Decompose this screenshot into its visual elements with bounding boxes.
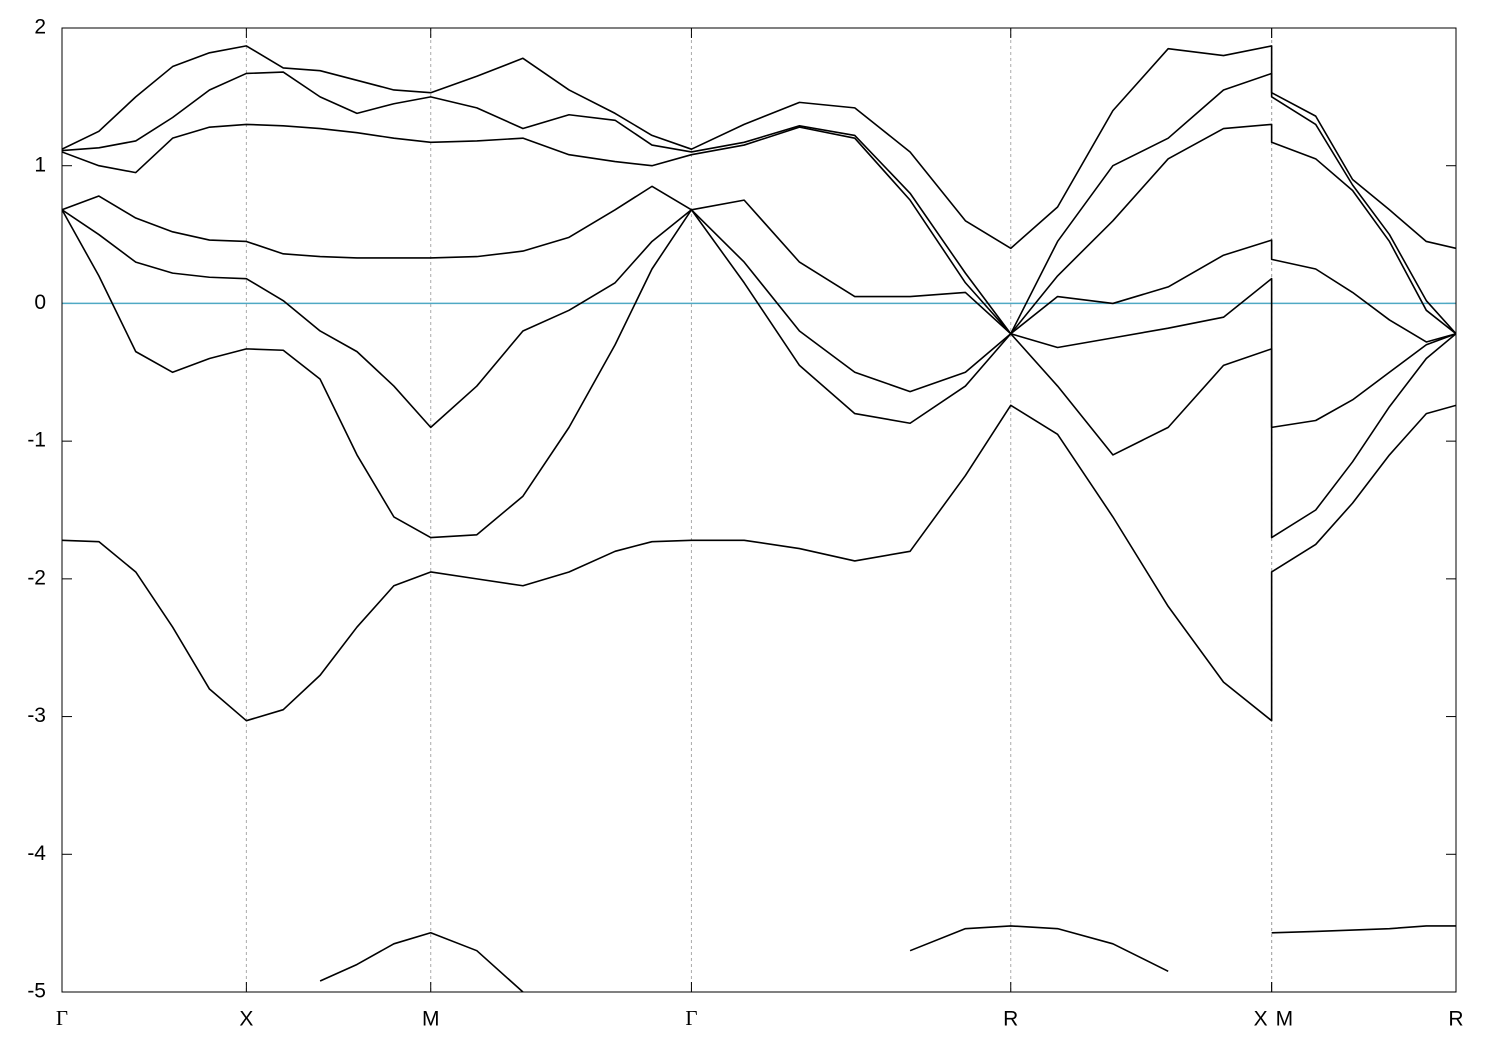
- y-tick-label: -1: [27, 429, 46, 452]
- y-tick-label: 2: [34, 16, 46, 39]
- y-tick-label: -3: [27, 704, 46, 727]
- y-tick-label: -4: [27, 842, 46, 865]
- band-line: [62, 404, 1456, 722]
- band-line: [62, 185, 1456, 343]
- y-tick-label: -2: [27, 566, 46, 589]
- band-line: [62, 45, 1456, 250]
- x-tick-label: Γ: [685, 1006, 697, 1030]
- y-tick-label: -5: [27, 980, 46, 1003]
- x-tick-label: X: [1254, 1008, 1268, 1031]
- x-tick-label: X: [239, 1008, 253, 1031]
- x-tick-label: R: [1448, 1008, 1463, 1031]
- band-line: [62, 208, 1456, 539]
- plot-border: [61, 27, 1457, 993]
- plot-area: [62, 45, 1456, 992]
- band-line: [62, 208, 1456, 429]
- x-tick-label: R: [1003, 1008, 1018, 1031]
- x-tick-label: M: [1276, 1008, 1294, 1031]
- x-tick-label: Γ: [56, 1006, 68, 1030]
- band-line: [319, 925, 1456, 992]
- x-tick-label: M: [422, 1008, 440, 1031]
- y-tick-label: 1: [34, 153, 46, 176]
- y-tick-label: 0: [34, 291, 46, 314]
- band-line: [62, 123, 1456, 335]
